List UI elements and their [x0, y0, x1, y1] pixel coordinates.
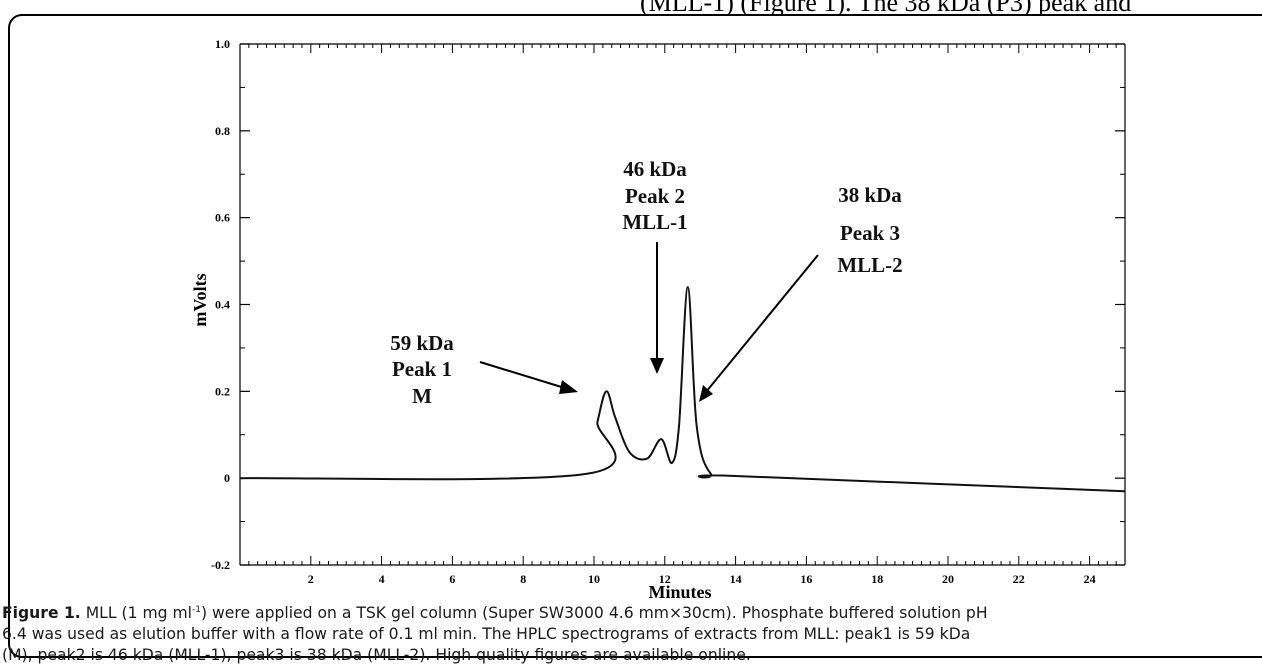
annotation-peak-3-id: MLL-2	[837, 253, 902, 277]
annotation-peak-1-arrow	[479, 361, 569, 390]
y-tick-label-3: 0.4	[215, 298, 230, 312]
x-tick-label-10: 22	[1013, 572, 1025, 586]
annotation-peak-1-name: Peak 1	[392, 357, 452, 381]
x-tick-label-4: 10	[588, 572, 600, 586]
y-axis-label: mVolts	[190, 273, 210, 326]
x-tick-label-7: 16	[800, 572, 812, 586]
annotation-peak-1-arrowhead	[559, 380, 578, 394]
running-text-fragment: (MLL-1) (Figure 1). The 38 kDa (P3) peak…	[640, 0, 1132, 17]
annotation-peak-1: 59 kDa Peak 1 M	[390, 331, 578, 408]
x-tick-label-11: 24	[1084, 572, 1096, 586]
x-tick-labels: 2 4 6 8 10 12 14 16 18 20 22 24	[308, 572, 1096, 586]
annotation-peak-3-name: Peak 3	[840, 221, 900, 245]
caption-line-2: 6.4 was used as elution buffer with a fl…	[2, 625, 971, 644]
annotation-peak-3-arrow	[705, 254, 819, 393]
annotation-peak-3-arrowhead	[699, 385, 713, 402]
annotation-peak-3: 38 kDa Peak 3 MLL-2	[699, 183, 903, 402]
x-tick-label-6: 14	[730, 572, 742, 586]
chromatogram-line	[239, 286, 1126, 493]
caption-line-3: (M), peak2 is 46 kDa (MLL-1), peak3 is 3…	[2, 646, 751, 665]
annotation-peak-2-arrowhead	[650, 358, 664, 374]
y-tick-label-2: 0.6	[215, 211, 230, 225]
annotation-peak-3-mass: 38 kDa	[838, 183, 902, 207]
x-axis-label: Minutes	[649, 582, 712, 600]
y-tick-labels: 1.0 0.8 0.6 0.4 0.2 0 -0.2	[211, 37, 230, 572]
hplc-chart: 1.00.80.60.40.20-0.2 2 4 6 8 10 12 14 16 18 20 22 2…	[190, 37, 1126, 600]
annotation-peak-2-mass: 46 kDa	[623, 157, 687, 181]
annotation-peak-1-mass: 59 kDa	[390, 331, 454, 355]
annotation-peak-1-id: M	[412, 384, 432, 408]
x-tick-label-3: 8	[520, 572, 526, 586]
x-tick-label-1: 4	[379, 572, 385, 586]
axis-ticks	[240, 43, 1125, 566]
y-tick-label-1: 0.8	[215, 124, 230, 138]
x-tick-label-0: 2	[308, 572, 314, 586]
x-tick-label-8: 18	[871, 572, 883, 586]
annotation-peak-2-name: Peak 2	[625, 184, 685, 208]
y-tick-label-5: 0	[224, 471, 230, 485]
x-tick-label-9: 20	[942, 572, 954, 586]
x-tick-label-2: 6	[449, 572, 455, 586]
y-tick-label-6: -0.2	[211, 558, 230, 572]
annotation-peak-2: 46 kDa Peak 2 MLL-1	[622, 157, 688, 374]
y-tick-label-4: 0.2	[215, 384, 230, 398]
annotation-peak-2-id: MLL-1	[622, 210, 687, 234]
y-tick-label-0: 1.0	[215, 37, 230, 51]
figure-label: Figure 1.	[2, 604, 81, 623]
figure-caption: Figure 1. MLL (1 mg ml-1) were applied o…	[2, 600, 1260, 666]
caption-line-1: Figure 1. MLL (1 mg ml-1) were applied o…	[2, 604, 988, 623]
x-tick-label-5: 12	[659, 572, 671, 586]
